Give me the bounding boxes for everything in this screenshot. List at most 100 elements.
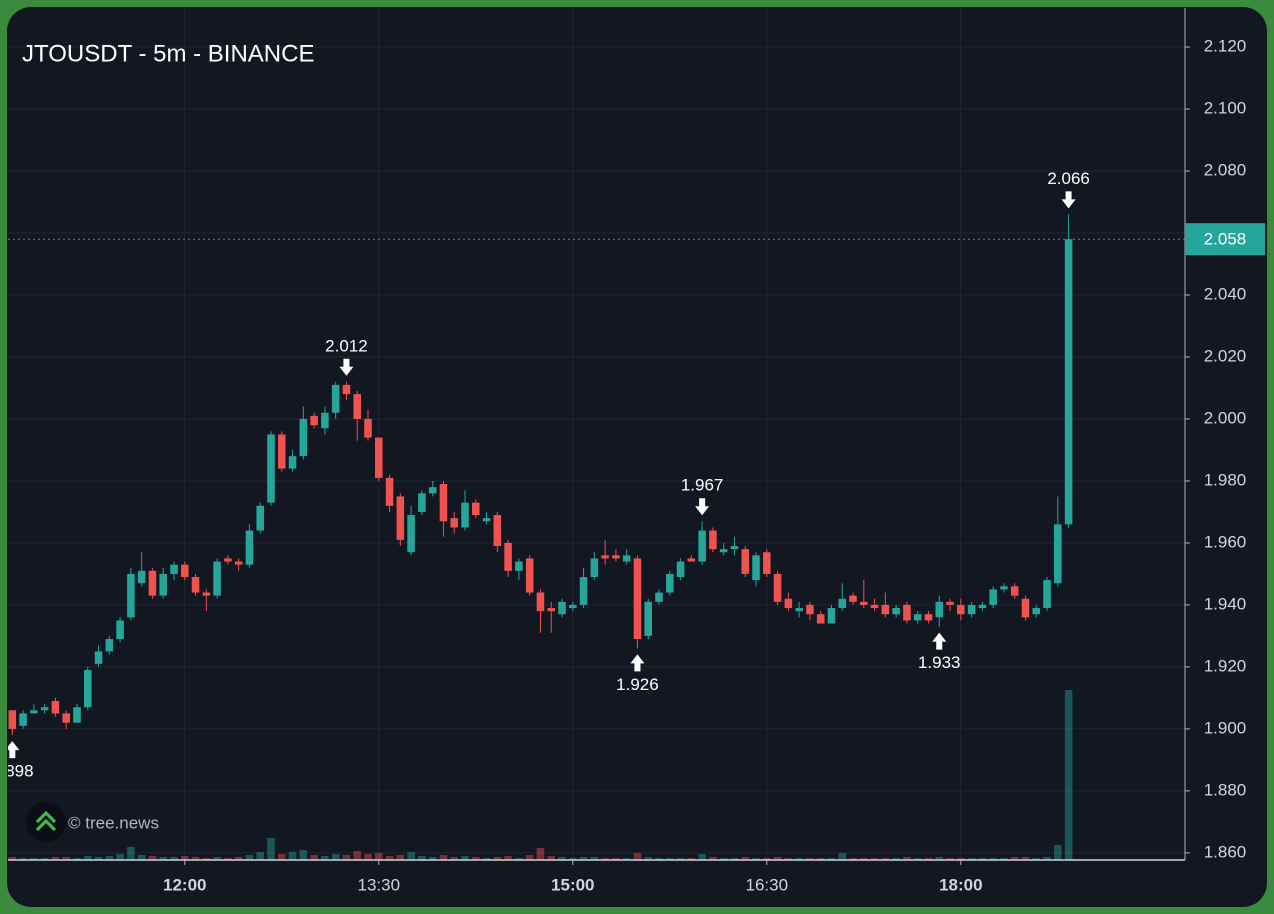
volume-bar	[148, 856, 157, 860]
candle-body	[148, 570, 157, 596]
grid	[8, 8, 1185, 860]
candle-body	[1021, 598, 1030, 618]
candle-body	[170, 564, 178, 574]
y-tick-label: 2.120	[1204, 37, 1247, 56]
candle-body	[396, 496, 405, 540]
candle-body	[612, 555, 620, 559]
candle-body	[1000, 586, 1008, 590]
volume-bar	[525, 855, 534, 860]
volume-bar	[51, 857, 60, 860]
candle-body	[267, 434, 275, 503]
volume-bar	[1010, 857, 1019, 860]
volume-bar	[331, 854, 340, 860]
volume-bar	[202, 858, 211, 860]
marker-label: 1.967	[681, 476, 724, 495]
candle-body	[784, 598, 793, 609]
volume-bar	[612, 858, 620, 860]
plot-area: 1.898 2.012 1.926 1.967 1.933 2.066	[8, 169, 1185, 860]
volume-bar	[62, 857, 70, 860]
candle-body	[504, 542, 512, 571]
volume-bar	[83, 856, 92, 860]
volume-bar	[1032, 858, 1041, 860]
volume-bar	[806, 858, 814, 860]
volume-bar	[504, 856, 512, 860]
volume-bar	[224, 858, 232, 860]
candle-body	[547, 608, 556, 612]
candle-body	[849, 595, 857, 602]
candle-body	[234, 561, 243, 565]
volume-bar	[946, 858, 954, 860]
volume-bar	[299, 850, 308, 860]
candle-body	[687, 558, 696, 562]
candle-body	[472, 502, 480, 516]
last-price-box	[1185, 223, 1265, 256]
volume-bar	[428, 857, 437, 860]
candle-body	[83, 670, 92, 708]
candle-body	[30, 710, 38, 714]
candle-body	[428, 487, 437, 494]
volume-bar	[558, 857, 566, 860]
candle-body	[676, 561, 685, 578]
marker-label: 1.926	[616, 675, 659, 694]
x-tick-label: 15:00	[551, 875, 594, 894]
candle-body	[709, 530, 717, 550]
candle-body	[8, 710, 17, 729]
marker-arrow	[630, 654, 645, 672]
x-tick-label: 16:30	[746, 875, 789, 894]
volume-bar	[773, 857, 782, 860]
volume-bar	[967, 858, 976, 860]
y-tick-label: 2.020	[1204, 346, 1247, 365]
volume-bar	[472, 857, 480, 860]
candle-body	[644, 601, 653, 636]
volume-bar	[838, 853, 847, 860]
volume-bar	[170, 857, 178, 860]
volume-bar	[698, 854, 706, 860]
candle-body	[73, 707, 81, 723]
candle-body	[590, 558, 599, 578]
volume-bar	[849, 858, 857, 860]
volume-bar	[590, 857, 599, 860]
candle-body	[838, 598, 847, 609]
candle-body	[515, 561, 523, 571]
y-tick-label: 2.040	[1204, 284, 1247, 303]
panel	[7, 7, 1267, 907]
candle-body	[1043, 580, 1051, 609]
y-tick-label: 1.920	[1204, 656, 1247, 675]
candle-body	[1054, 524, 1062, 584]
volume-bar	[547, 856, 556, 860]
candle-body	[202, 592, 211, 596]
candle-body	[881, 604, 890, 615]
volume-bar	[213, 857, 221, 860]
volume-bar	[439, 855, 448, 860]
candle-body	[62, 713, 70, 723]
candle-body	[719, 549, 728, 553]
volume-bar	[493, 857, 502, 860]
volume-bar	[73, 858, 81, 860]
y-tick-label: 1.980	[1204, 470, 1247, 489]
candle-body	[288, 456, 297, 469]
volume-bar	[310, 855, 318, 860]
volume-bar	[461, 856, 469, 860]
candle-body	[51, 701, 60, 714]
candle-body	[978, 604, 987, 609]
volume-bar	[579, 857, 588, 860]
candle-body	[331, 384, 340, 413]
candle-body	[935, 601, 944, 618]
volume-bar	[881, 858, 890, 860]
volume-bar	[978, 858, 987, 860]
candle-body	[213, 561, 221, 596]
candle-body	[224, 558, 232, 562]
candle-body	[385, 477, 394, 506]
candle-body	[299, 418, 308, 457]
volume-bar	[989, 858, 997, 860]
candle-body	[558, 601, 566, 615]
volume-bar	[375, 853, 383, 860]
volume-bar	[676, 858, 685, 860]
candle-body	[806, 604, 814, 615]
volume-bar	[94, 857, 103, 860]
candle-body	[655, 592, 663, 602]
volume-bar	[40, 858, 49, 860]
volume-bar	[644, 857, 653, 860]
volume-bar	[633, 853, 642, 860]
marker-label: 2.012	[325, 336, 368, 355]
